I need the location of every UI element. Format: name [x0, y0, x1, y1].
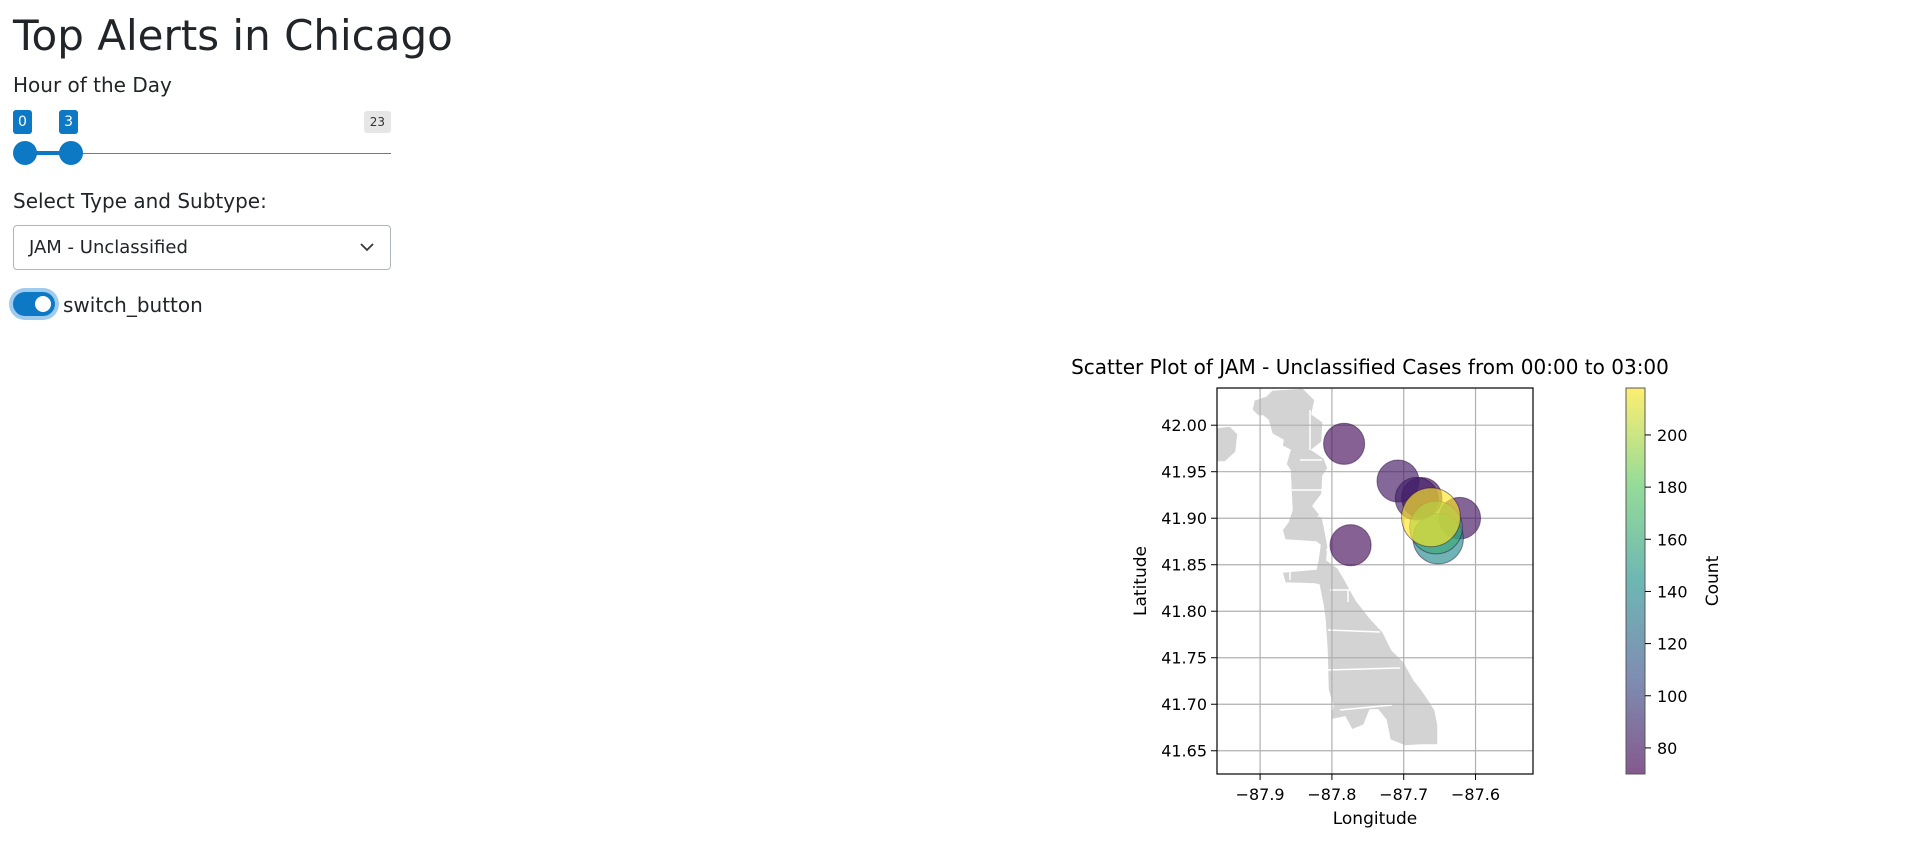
colorbar-tick-label: 180	[1657, 478, 1688, 497]
y-tick-label: 41.80	[1161, 602, 1207, 621]
colorbar-tick-label: 160	[1657, 530, 1688, 549]
y-axis-label: Latitude	[1131, 546, 1151, 616]
select-label: Select Type and Subtype:	[13, 189, 267, 213]
y-tick-label: 41.65	[1161, 742, 1207, 761]
chicago-map-shape	[1217, 388, 1439, 747]
colorbar-tick-label: 100	[1657, 687, 1688, 706]
colorbar-label: Count	[1703, 555, 1723, 606]
chevron-down-icon	[360, 243, 374, 252]
hour-slider-label: Hour of the Day	[13, 73, 172, 97]
hour-range-slider[interactable]: 0 3 23	[13, 108, 391, 168]
colorbar	[1625, 387, 1646, 775]
colorbar-tick-label: 200	[1657, 426, 1688, 445]
switch-toggle[interactable]	[13, 292, 55, 316]
switch-knob	[35, 296, 51, 312]
y-tick-label: 41.95	[1161, 463, 1207, 482]
chart-title: Scatter Plot of JAM - Unclassified Cases…	[1071, 355, 1669, 379]
y-tick-label: 41.90	[1161, 509, 1207, 528]
scatter-chart: Scatter Plot of JAM - Unclassified Cases…	[1071, 355, 1723, 829]
colorbar-tick-label: 80	[1657, 739, 1677, 758]
scatter-point	[1323, 422, 1366, 465]
type-subtype-select[interactable]: JAM - Unclassified	[13, 225, 391, 270]
colorbar-tick-label: 140	[1657, 582, 1688, 601]
colorbar-tick-label: 120	[1657, 635, 1688, 654]
x-tick-label: −87.6	[1451, 785, 1500, 804]
y-tick-label: 41.85	[1161, 556, 1207, 575]
page-title: Top Alerts in Chicago	[13, 11, 453, 60]
x-tick-label: −87.9	[1236, 785, 1285, 804]
slider-max-label: 23	[363, 111, 391, 133]
slider-high-value: 3	[59, 110, 79, 134]
y-tick-label: 41.70	[1161, 695, 1207, 714]
plot-frame	[1216, 387, 1534, 775]
y-tick-label: 41.75	[1161, 649, 1207, 668]
switch-label: switch_button	[63, 293, 203, 317]
select-value: JAM - Unclassified	[29, 237, 188, 258]
x-tick-label: −87.7	[1379, 785, 1428, 804]
x-tick-label: −87.8	[1307, 785, 1356, 804]
y-tick-label: 42.00	[1161, 416, 1207, 435]
slider-low-value: 0	[13, 110, 32, 134]
slider-selected-range	[25, 151, 72, 155]
slider-low-handle[interactable]	[13, 141, 37, 165]
scatter-point	[1401, 487, 1461, 548]
slider-track[interactable]	[25, 153, 391, 154]
scatter-point	[1329, 524, 1372, 567]
x-axis-label: Longitude	[1333, 809, 1418, 829]
slider-high-handle[interactable]	[59, 141, 84, 165]
